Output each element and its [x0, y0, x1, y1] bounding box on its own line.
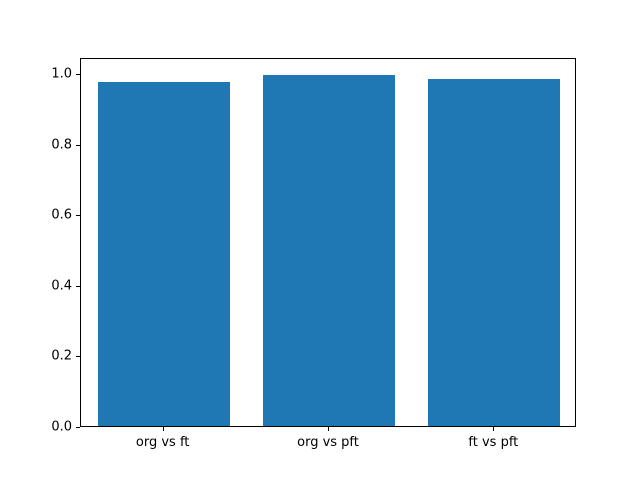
plot-area: [80, 58, 576, 427]
bar-org-vs-ft: [97, 81, 230, 426]
y-tick-mark: [76, 356, 80, 358]
x-tick-mark: [328, 427, 329, 431]
bar-ft-vs-pft: [428, 79, 561, 426]
x-tick-label-org-vs-pft: org vs pft: [297, 435, 359, 450]
y-tick-mark: [76, 215, 80, 217]
y-tick-label: 0.4: [51, 278, 72, 294]
y-tick-label: 0.8: [51, 137, 72, 152]
y-tick-mark: [76, 73, 80, 75]
y-tick-label: 1.0: [51, 66, 72, 82]
y-tick-label: 0.0: [51, 419, 72, 435]
y-tick-label: 0.2: [51, 348, 72, 364]
x-tick-mark: [162, 427, 164, 431]
x-tick-label-org-vs-ft: org vs ft: [135, 435, 190, 450]
x-tick-mark: [493, 427, 495, 431]
bar-org-vs-pft: [262, 74, 396, 426]
y-tick-mark: [76, 285, 80, 287]
y-tick-mark: [76, 144, 80, 146]
y-tick-label: 0.6: [51, 207, 72, 223]
x-tick-label-ft-vs-pft: ft vs pft: [468, 435, 519, 450]
y-tick-mark: [76, 427, 80, 428]
